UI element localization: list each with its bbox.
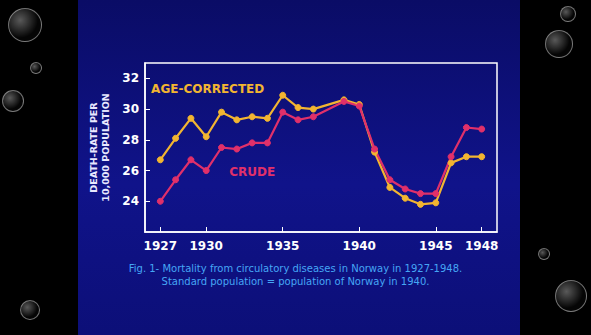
svg-text:CRUDE: CRUDE	[229, 165, 275, 179]
svg-text:10,000 POPULATION: 10,000 POPULATION	[100, 93, 111, 201]
svg-text:26: 26	[122, 164, 139, 178]
svg-text:30: 30	[122, 102, 139, 116]
svg-text:Standard population = populati: Standard population = population of Norw…	[162, 276, 430, 287]
svg-text:1940: 1940	[343, 239, 376, 253]
svg-text:Fig. 1- Mortality from circula: Fig. 1- Mortality from circulatory disea…	[129, 263, 463, 274]
svg-text:1927: 1927	[144, 239, 177, 253]
svg-text:AGE-CORRECTED: AGE-CORRECTED	[151, 82, 264, 96]
svg-text:24: 24	[122, 194, 139, 208]
svg-text:1935: 1935	[266, 239, 299, 253]
svg-text:1948: 1948	[465, 239, 498, 253]
svg-text:32: 32	[122, 71, 139, 85]
svg-text:DEATH-RATE PER: DEATH-RATE PER	[88, 102, 99, 193]
svg-text:1930: 1930	[190, 239, 223, 253]
svg-text:28: 28	[122, 133, 139, 147]
svg-text:1945: 1945	[419, 239, 452, 253]
